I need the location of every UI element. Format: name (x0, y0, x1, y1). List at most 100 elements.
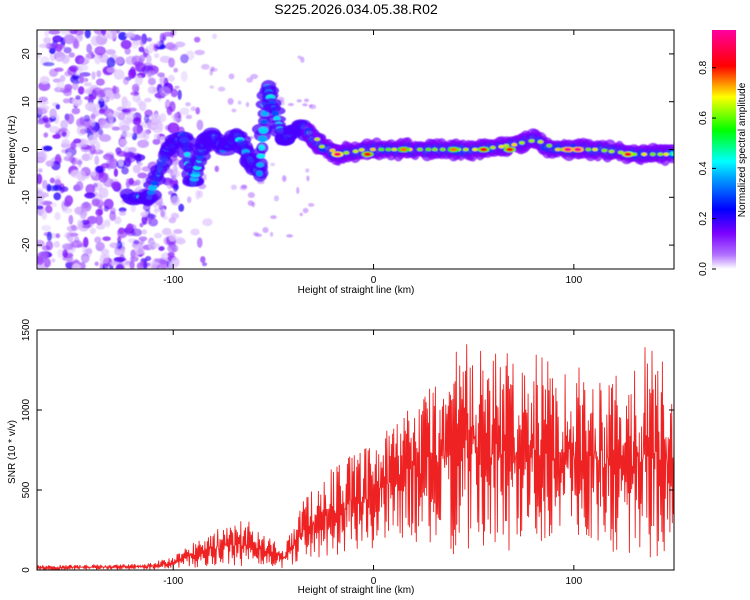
heatmap-cell (70, 141, 77, 150)
heatmap-cell (168, 232, 177, 242)
heatmap-cell (329, 148, 336, 153)
heatmap-cell (100, 162, 111, 169)
heatmap-cell (133, 245, 145, 255)
heatmap-cell (143, 129, 150, 141)
heatmap-cell (121, 99, 132, 110)
heatmap-cell (143, 114, 150, 124)
heatmap-cell (601, 148, 608, 153)
heatmap-cell (79, 73, 84, 84)
heatmap-cell (87, 134, 98, 146)
heatmap-cell (178, 203, 185, 212)
heatmap-cell (121, 166, 129, 175)
heatmap-cell (118, 32, 128, 41)
heatmap-cell (72, 97, 83, 107)
heatmap-cell (145, 256, 152, 262)
heatmap-cell (106, 66, 117, 73)
heatmap-cell (314, 137, 321, 142)
heatmap-cell (132, 164, 142, 174)
heatmap-cell (173, 117, 183, 123)
heatmap-cell (134, 179, 141, 186)
heatmap-cell (231, 108, 237, 113)
heatmap-cell (98, 256, 110, 264)
heatmap-cell (53, 192, 62, 201)
heatmap-cell (304, 98, 310, 103)
heatmap-cell (96, 246, 102, 251)
heatmap-cell (116, 150, 128, 157)
heatmap-cell (70, 74, 83, 85)
heatmap-cell (258, 126, 269, 134)
heatmap-cell (585, 147, 592, 152)
heatmap-cell (130, 228, 143, 237)
heatmap-cell (246, 77, 254, 83)
heatmap-cell (201, 262, 208, 267)
heatmap-cell (148, 184, 158, 191)
heatmap-cell (154, 232, 163, 239)
heatmap-cell (138, 236, 148, 242)
colorbar-ticks: 0.0 0.2 0.4 0.6 0.8 (698, 60, 716, 276)
heatmap-cell (84, 30, 91, 39)
heatmap-cell (89, 227, 96, 235)
snr-frame (36, 329, 675, 571)
heatmap-cell (503, 143, 510, 148)
heatmap-cell (305, 168, 310, 173)
heatmap-cell (302, 103, 308, 107)
heatmap-cell (179, 107, 190, 116)
heatmap-cell (66, 231, 74, 243)
heatmap-cell (71, 107, 81, 115)
heatmap-cell (161, 227, 172, 236)
heatmap-cell (71, 263, 81, 269)
heatmap-cell (180, 70, 188, 82)
heatmap-cell (113, 168, 119, 177)
heatmap-cell (63, 155, 74, 162)
heatmap-cell (77, 86, 85, 95)
heatmap-cell (43, 258, 51, 268)
heatmap-cell (211, 67, 218, 72)
heatmap-cell (77, 64, 89, 71)
heatmap-cell (133, 61, 143, 67)
heatmap-cell (139, 37, 145, 47)
heatmap-cell (256, 153, 266, 159)
heatmap-cell (105, 49, 116, 56)
heatmap-cell (86, 43, 93, 54)
heatmap-cell (528, 139, 535, 143)
heatmap-cell (151, 263, 157, 269)
heatmap-cell (56, 80, 65, 92)
heatmap-cell (134, 75, 143, 86)
heatmap-cell (462, 147, 469, 152)
heatmap-cell (61, 54, 70, 64)
heatmap-cell (152, 138, 161, 145)
heatmap-cell (137, 139, 150, 148)
heatmap-cell (608, 149, 615, 154)
heatmap-cell (38, 43, 50, 49)
heatmap-cell (193, 36, 201, 43)
heatmap-cell (38, 96, 48, 102)
heatmap-cell (52, 134, 62, 139)
snr-line-series (37, 344, 674, 570)
heatmap-cell (156, 40, 162, 47)
heatmap-cell (60, 119, 69, 130)
heatmap-cell (147, 190, 155, 196)
heatmap-cell (554, 147, 561, 152)
heatmap-cell (391, 147, 398, 152)
heatmap-cell (90, 117, 96, 127)
heatmap-cell (190, 228, 200, 236)
heatmap-cell (617, 150, 624, 155)
heatmap-cell (109, 260, 120, 266)
heatmap-cell (111, 181, 122, 190)
heatmap-cell (247, 192, 255, 198)
heatmap-cell (144, 97, 152, 103)
heatmap-cell (61, 131, 67, 137)
colorbar: 0.0 0.2 0.4 0.6 0.8 Normalized spectral ampl… (698, 30, 748, 276)
heatmap-cell (55, 103, 61, 110)
heatmap-cell (108, 158, 118, 170)
heatmap-cell (73, 138, 82, 144)
colorbar-label: Normalized spectral amplitude (737, 82, 748, 217)
heatmap-cell (70, 224, 77, 231)
heatmap-cell (416, 147, 423, 152)
heatmap-cell (85, 184, 96, 195)
heatmap-cell (128, 68, 137, 79)
heatmap-cell (352, 149, 359, 154)
heatmap-cell (137, 172, 148, 179)
